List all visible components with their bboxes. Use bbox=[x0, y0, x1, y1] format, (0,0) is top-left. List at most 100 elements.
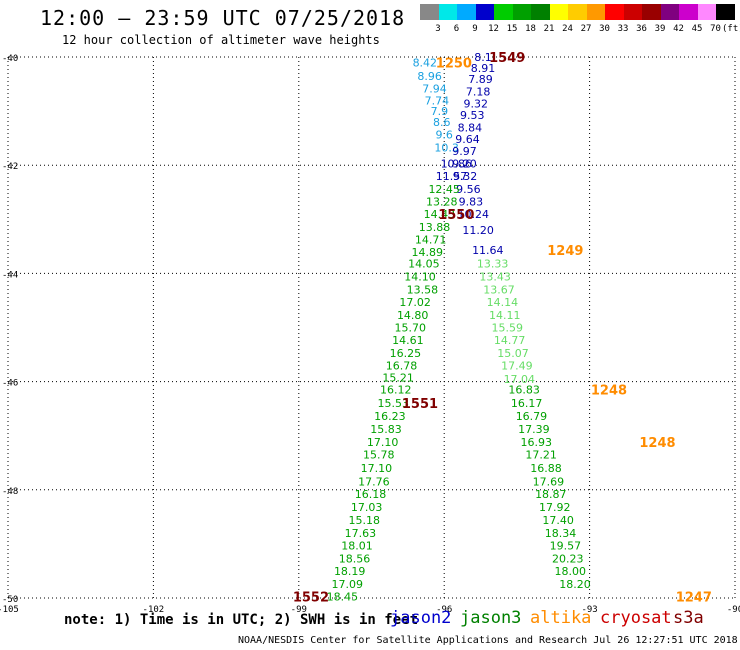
wave-height-label: 9.6 bbox=[435, 128, 453, 141]
wave-height-label: 15.70 bbox=[395, 322, 427, 335]
lon-tick-label: -102 bbox=[143, 605, 165, 615]
lat-tick-label: -44 bbox=[2, 270, 18, 280]
lat-tick-label: -46 bbox=[2, 379, 18, 389]
wave-height-label: 11.64 bbox=[472, 244, 504, 257]
lat-tick-label: -48 bbox=[2, 487, 18, 497]
wave-height-label: 13.43 bbox=[479, 271, 511, 284]
pass-time-label: 1248 bbox=[639, 436, 675, 451]
wave-height-label: 14.43 bbox=[424, 208, 456, 221]
legend-label: 18 bbox=[525, 24, 536, 34]
legend-swatch bbox=[531, 4, 550, 20]
footnote: note: 1) Time is in UTC; 2) SWH is in fe… bbox=[64, 612, 419, 628]
wave-height-label: 20.23 bbox=[552, 553, 584, 566]
wave-height-label: 16.88 bbox=[530, 462, 562, 475]
pass-time-label: 1551 bbox=[402, 397, 438, 412]
lat-tick-label: -42 bbox=[2, 162, 18, 172]
wave-height-label: 18.20 bbox=[559, 578, 591, 591]
wave-height-label: 8.91 bbox=[471, 62, 496, 75]
legend-label: 21 bbox=[543, 24, 555, 34]
pass-time-label: 1250 bbox=[436, 56, 472, 71]
wave-height-label: 11.20 bbox=[462, 224, 494, 237]
wave-height-label: 14.11 bbox=[489, 309, 521, 322]
lon-tick-label: -90 bbox=[727, 605, 740, 615]
wave-height-label: 17.10 bbox=[367, 436, 399, 449]
legend-label: 70 bbox=[710, 24, 721, 34]
wave-height-label: 9.64 bbox=[455, 133, 480, 146]
legend-jason3: jason3 bbox=[460, 608, 522, 628]
wave-height-label: 18.01 bbox=[341, 540, 373, 553]
legend-swatch bbox=[475, 4, 495, 20]
lon-tick-label: -105 bbox=[0, 605, 19, 615]
wave-height-label: 9.53 bbox=[460, 109, 485, 122]
legend-label: 9 bbox=[472, 24, 478, 34]
wave-height-label: 15.53 bbox=[378, 397, 410, 410]
pass-time-label: 1247 bbox=[676, 590, 712, 605]
wave-height-label: 17.39 bbox=[518, 423, 550, 436]
wave-height-label: 8.84 bbox=[458, 121, 483, 134]
wave-height-label: 14.71 bbox=[415, 233, 447, 246]
wave-height-label: 10.24 bbox=[458, 208, 490, 221]
wave-height-label: 17.03 bbox=[351, 501, 383, 514]
lon-tick-label: -99 bbox=[291, 605, 307, 615]
wave-height-label: 12.45 bbox=[428, 183, 460, 196]
legend-swatch bbox=[605, 4, 624, 20]
legend-swatch bbox=[679, 4, 698, 20]
wave-height-label: 9.83 bbox=[459, 195, 484, 208]
wave-height-label: 10.3 bbox=[434, 141, 459, 154]
legend-label: 6 bbox=[453, 24, 460, 34]
wave-height-label: 9.20 bbox=[452, 158, 477, 171]
wave-height-label: 17.02 bbox=[399, 296, 431, 309]
wave-height-label: 14.10 bbox=[404, 271, 436, 284]
legend-label: 3 bbox=[435, 24, 441, 34]
wave-height-label: 14.77 bbox=[494, 334, 526, 347]
wave-height-label: 15.18 bbox=[348, 514, 380, 527]
legend-label: 12 bbox=[488, 24, 499, 34]
wave-height-label: 16.12 bbox=[380, 384, 412, 397]
wave-height-label: 16.17 bbox=[511, 397, 543, 410]
wave-height-label: 17.04 bbox=[504, 373, 536, 386]
wave-height-label: 17.09 bbox=[332, 578, 364, 591]
wave-height-label: 18.45 bbox=[327, 590, 359, 603]
wave-height-label: 16.18 bbox=[355, 488, 387, 501]
legend-label: 15 bbox=[506, 24, 518, 34]
wave-height-label: 18.34 bbox=[545, 527, 577, 540]
wave-height-label: 15.78 bbox=[363, 449, 395, 462]
legend-s3a: s3a bbox=[673, 608, 704, 628]
wave-height-label: 8.96 bbox=[417, 70, 442, 83]
page-title: 12:00 – 23:59 UTC 07/25/2018 bbox=[40, 6, 406, 30]
wave-height-label: 15.59 bbox=[491, 322, 523, 335]
wave-height-label: 9.32 bbox=[463, 98, 488, 111]
page-subtitle: 12 hour collection of altimeter wave hei… bbox=[62, 33, 380, 47]
wave-height-label: 15.21 bbox=[382, 371, 414, 384]
wave-height-label: 9.32 bbox=[453, 170, 478, 183]
legend-swatch bbox=[660, 4, 680, 20]
wave-height-label: 13.58 bbox=[407, 284, 439, 297]
legend-unit: (ft) bbox=[722, 24, 740, 34]
wave-height-label: 17.21 bbox=[525, 449, 557, 462]
legend-swatch bbox=[420, 4, 439, 20]
wave-height-label: 17.49 bbox=[501, 359, 533, 372]
wave-height-label: 16.78 bbox=[386, 359, 418, 372]
wave-height-label: 7.74 bbox=[425, 94, 450, 107]
wave-height-label: 16.23 bbox=[374, 410, 406, 423]
wave-height-label: 17.63 bbox=[345, 527, 377, 540]
legend-swatch bbox=[512, 4, 532, 20]
wave-height-label: 14.80 bbox=[397, 309, 429, 322]
wave-height-label: 17.69 bbox=[533, 476, 565, 489]
legend-swatch bbox=[438, 4, 458, 20]
wave-height-label: 9.56 bbox=[456, 183, 481, 196]
wave-height-label: 9.97 bbox=[452, 145, 477, 158]
legend-swatch bbox=[586, 4, 606, 20]
wave-height-label: 17.76 bbox=[358, 476, 390, 489]
legend-swatch bbox=[457, 4, 476, 20]
lon-tick-label: -93 bbox=[581, 605, 597, 615]
lat-tick-label: -40 bbox=[2, 54, 18, 64]
wave-height-label: 14.61 bbox=[392, 334, 424, 347]
wave-height-label: 18.00 bbox=[554, 565, 586, 578]
wave-height-label: 8.6 bbox=[433, 116, 451, 129]
pass-time-label: 1550 bbox=[438, 208, 474, 223]
wave-height-label: 13.28 bbox=[426, 195, 458, 208]
wave-height-label: 14.05 bbox=[408, 258, 440, 271]
legend-label: 39 bbox=[654, 24, 666, 34]
